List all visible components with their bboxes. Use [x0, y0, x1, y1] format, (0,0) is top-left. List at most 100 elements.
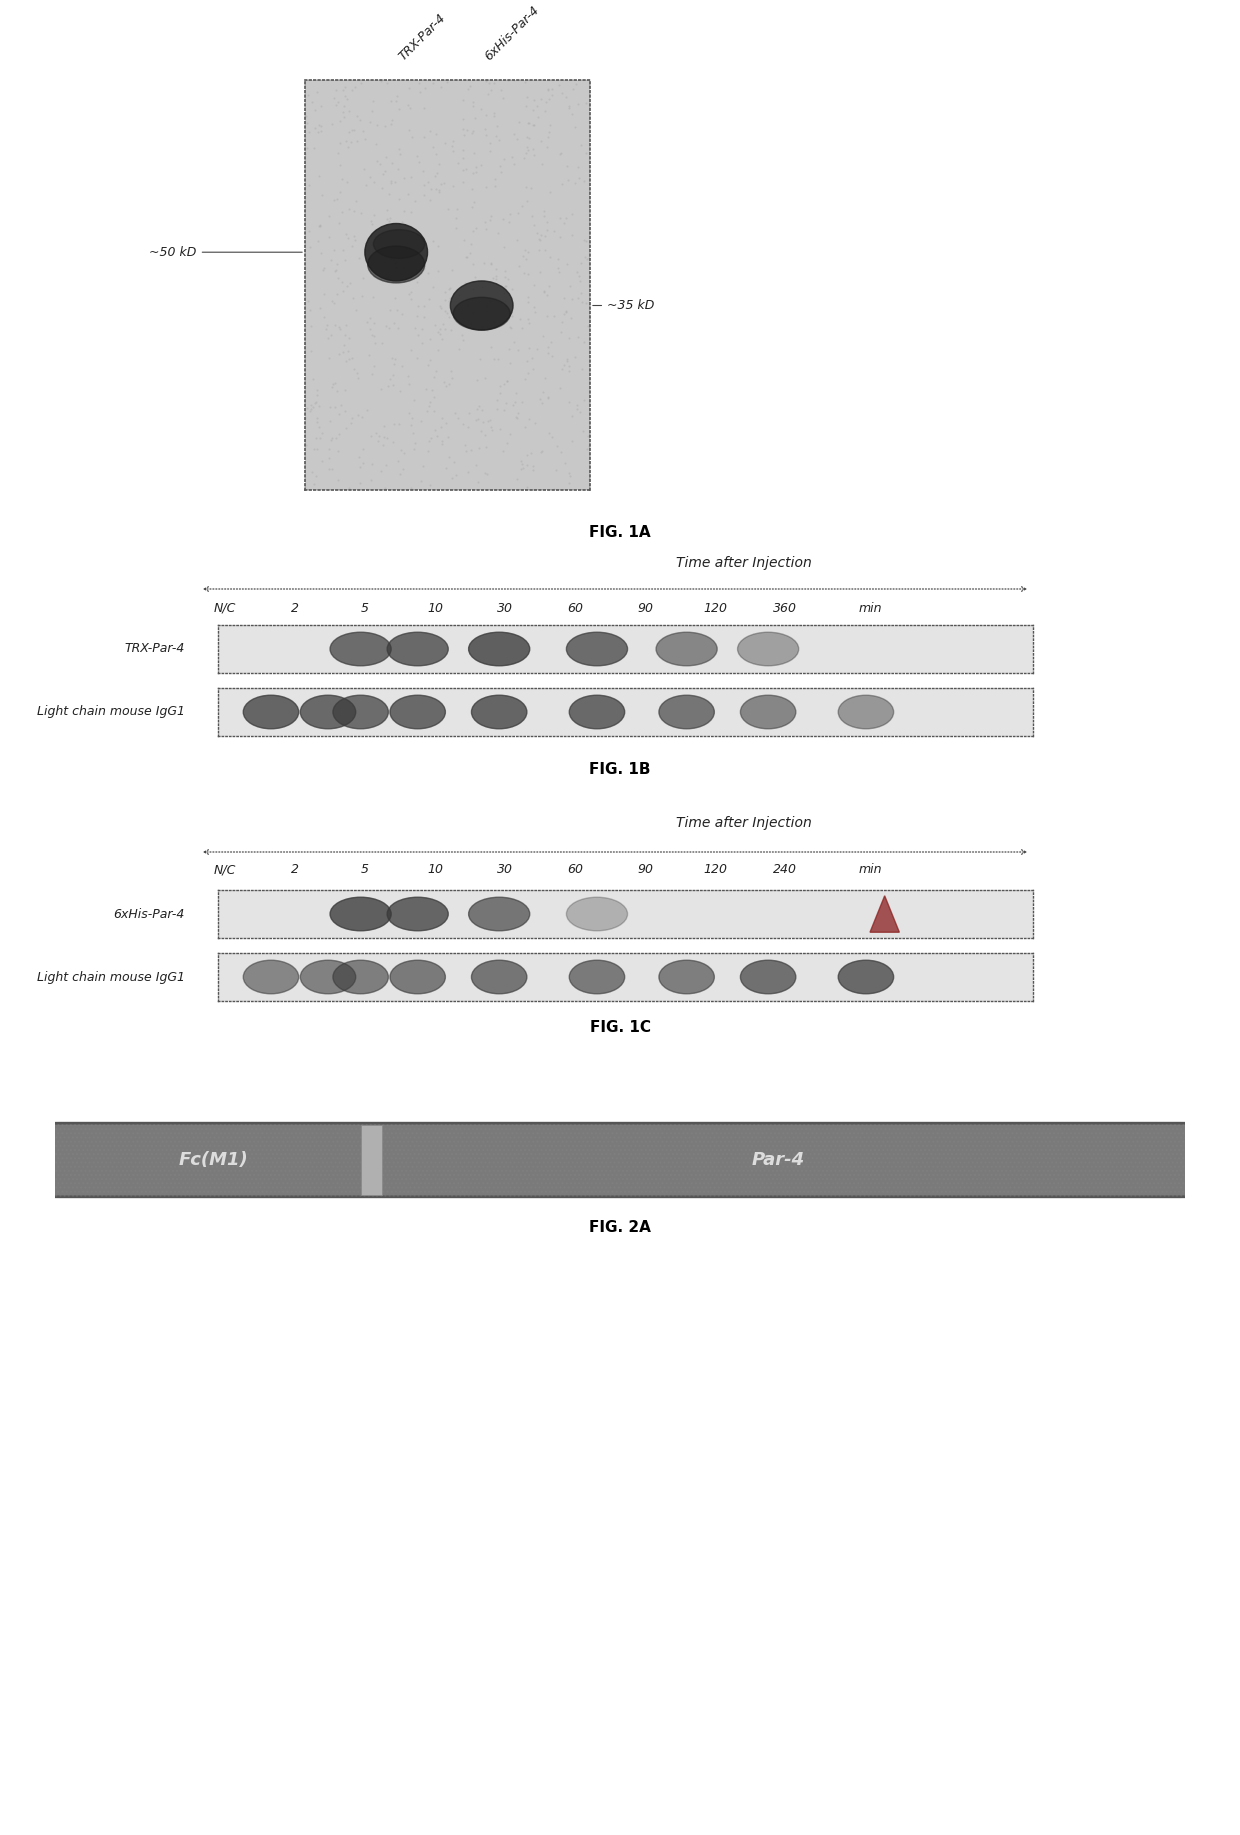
Point: [414, 292, 434, 321]
Point: [336, 347, 356, 376]
Point: [319, 202, 339, 231]
Point: [319, 444, 339, 473]
Point: [386, 248, 405, 277]
Text: 60: 60: [567, 602, 583, 615]
Point: [471, 150, 491, 180]
Point: [305, 95, 325, 125]
Text: 6xHis-Par-4: 6xHis-Par-4: [114, 908, 185, 921]
Point: [337, 167, 357, 196]
Text: Time after Injection: Time after Injection: [676, 817, 812, 829]
Point: [549, 139, 569, 169]
Point: [419, 391, 439, 420]
Point: [339, 117, 358, 147]
Ellipse shape: [330, 897, 391, 930]
Point: [518, 305, 538, 334]
Point: [374, 411, 394, 440]
Point: [386, 86, 405, 116]
Point: [495, 272, 515, 301]
Point: [451, 319, 471, 349]
Point: [295, 404, 315, 433]
Point: [332, 165, 352, 195]
Point: [464, 92, 484, 121]
Point: [420, 387, 440, 417]
Point: [551, 374, 570, 404]
Point: [399, 398, 419, 428]
Point: [351, 468, 371, 497]
Point: [562, 284, 582, 314]
Point: [360, 339, 379, 369]
Point: [309, 391, 329, 420]
Point: [474, 407, 494, 437]
Point: [443, 363, 463, 393]
Point: [425, 161, 445, 191]
Point: [542, 341, 562, 371]
Point: [511, 455, 531, 484]
Point: [326, 255, 346, 284]
Point: [559, 459, 579, 488]
Point: [430, 292, 450, 321]
Point: [482, 415, 502, 444]
Point: [339, 97, 358, 127]
Point: [366, 130, 386, 160]
Point: [332, 97, 352, 127]
Point: [454, 156, 474, 185]
Point: [357, 395, 377, 424]
Point: [414, 171, 434, 200]
Point: [569, 261, 589, 290]
Point: [309, 413, 329, 442]
Point: [485, 101, 505, 130]
Point: [507, 226, 527, 255]
Point: [308, 407, 327, 437]
Point: [377, 206, 397, 235]
Point: [387, 81, 407, 110]
Point: [573, 417, 593, 446]
Point: [336, 127, 356, 156]
Point: [557, 347, 577, 376]
Point: [419, 284, 439, 314]
Point: [376, 143, 396, 172]
Point: [525, 209, 544, 239]
Point: [419, 470, 439, 499]
Point: [296, 431, 316, 461]
Point: [472, 312, 492, 341]
Ellipse shape: [387, 633, 448, 666]
Point: [403, 418, 423, 448]
Point: [542, 422, 562, 451]
Point: [527, 334, 547, 363]
Point: [339, 132, 358, 161]
Point: [520, 404, 539, 433]
Point: [393, 455, 413, 484]
Point: [466, 152, 486, 182]
Point: [523, 134, 543, 163]
Point: [548, 253, 568, 283]
Point: [538, 75, 558, 105]
Ellipse shape: [389, 695, 445, 728]
Point: [495, 262, 515, 292]
Point: [435, 284, 455, 314]
Point: [439, 286, 459, 316]
Point: [391, 459, 410, 488]
Point: [512, 314, 532, 343]
Point: [327, 437, 347, 466]
Point: [579, 244, 599, 273]
Point: [516, 172, 536, 202]
Point: [360, 163, 379, 193]
Point: [342, 75, 362, 105]
Point: [386, 251, 405, 281]
Point: [325, 185, 345, 215]
Point: [463, 193, 482, 222]
Point: [500, 200, 520, 229]
Point: [423, 132, 443, 161]
Point: [489, 345, 508, 374]
Point: [495, 286, 515, 316]
Point: [317, 323, 337, 352]
Point: [486, 121, 506, 150]
Point: [334, 275, 353, 305]
Point: [399, 279, 419, 308]
Point: [513, 453, 533, 483]
Point: [562, 200, 582, 229]
Point: [432, 325, 451, 354]
Point: [418, 350, 438, 380]
Point: [335, 374, 355, 404]
Point: [536, 86, 556, 116]
